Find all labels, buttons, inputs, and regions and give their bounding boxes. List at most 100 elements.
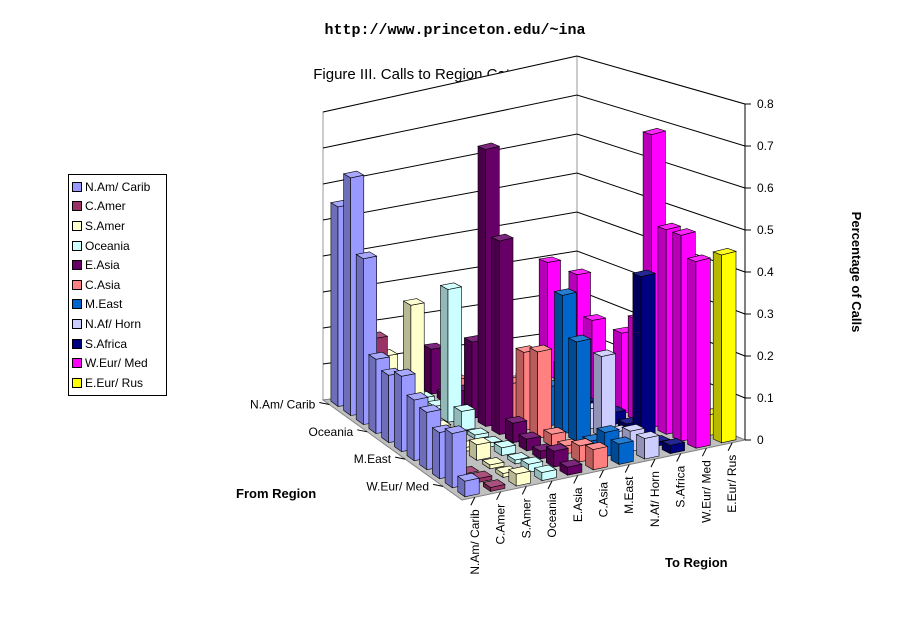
bar-side (330, 202, 339, 407)
legend-swatch (72, 279, 82, 290)
source-url: http://www.princeton.edu/~ina (324, 22, 586, 39)
bar-top (592, 349, 617, 357)
bar-top (582, 314, 607, 321)
x-tick (650, 458, 656, 468)
bar-top (567, 334, 592, 343)
legend: N.Am/ Carib C.Amer S.Amer Oceania E.Asia C.As… (68, 174, 167, 396)
bar (712, 247, 738, 444)
bar-side (355, 253, 364, 426)
bar (444, 425, 468, 489)
bar-side (712, 251, 722, 444)
y-tick-label: M.East (354, 452, 392, 466)
bar-top (610, 436, 635, 445)
x-tick-label: N.Am/ Carib (468, 509, 482, 575)
x-tick (599, 469, 604, 479)
legend-label: E.Eur/ Rus (85, 375, 144, 390)
legend-swatch (72, 338, 82, 349)
legend-label: S.Africa (85, 336, 128, 351)
y-tick (357, 429, 368, 433)
x-tick-label: Oceania (545, 493, 559, 538)
bar-side (406, 394, 415, 462)
bar-top (584, 441, 609, 450)
z-tick-label: 0.4 (757, 265, 774, 279)
bar-top (538, 256, 562, 263)
bar-top (529, 344, 553, 353)
bar-top (355, 251, 378, 260)
z-tick-label: 0.3 (757, 307, 774, 321)
y-axis-label: From Region (236, 486, 316, 501)
bar-side (657, 226, 667, 435)
z-axis-label-text: Percentage of Calls (849, 212, 864, 333)
x-tick-label: N.Af/ Horn (648, 471, 662, 527)
x-tick (624, 464, 630, 473)
bar-front (498, 237, 514, 435)
bar-side (593, 352, 602, 438)
bar-top (553, 288, 578, 296)
bar (466, 427, 490, 440)
x-tick (470, 497, 476, 506)
x-tick-label: C.Asia (597, 482, 611, 518)
bar-top (712, 247, 738, 256)
z-tick-label: 0 (757, 433, 764, 447)
bar-top (477, 142, 501, 150)
bar-top (545, 443, 570, 452)
bar-top (570, 438, 595, 447)
bar (482, 479, 506, 492)
bar-side (568, 337, 577, 442)
z-tick-label: 0.8 (757, 97, 774, 111)
bar (529, 344, 553, 439)
z-tick-label: 0.2 (757, 349, 774, 363)
bar-top (466, 427, 490, 436)
bar (635, 431, 660, 460)
legend-item: N.Af/ Horn (72, 314, 166, 334)
bar-front (721, 250, 737, 444)
legend-label: Oceania (85, 238, 130, 253)
bar-front (601, 353, 616, 438)
legend-swatch (72, 181, 82, 192)
bar-top (402, 298, 426, 306)
bar (592, 349, 617, 438)
legend-item: W.Eur/ Med (72, 353, 166, 373)
bar-top (482, 479, 506, 488)
x-tick-label: S.Africa (674, 465, 688, 507)
x-tick (573, 475, 579, 484)
bar-top (671, 228, 697, 236)
bar-top (468, 437, 492, 446)
bar-front (644, 435, 660, 460)
legend-swatch (72, 358, 82, 369)
bar-front (592, 446, 608, 471)
bar-top (444, 425, 468, 434)
bar-side (419, 407, 428, 471)
bar (542, 426, 567, 447)
bar (493, 440, 517, 457)
legend-label: M.East (85, 297, 123, 312)
gridline (322, 172, 746, 231)
bar-top (661, 438, 686, 446)
bar (490, 233, 514, 436)
bar-top (631, 269, 657, 278)
x-tick (676, 453, 682, 462)
legend-label: C.Asia (85, 277, 121, 292)
bar-front (537, 348, 552, 439)
bar-top (686, 254, 712, 262)
bar-side (477, 145, 487, 428)
bar (468, 437, 492, 461)
y-tick (319, 402, 330, 406)
bar-top (642, 127, 667, 136)
legend-swatch (72, 299, 82, 310)
bar (567, 334, 592, 442)
bar-side (432, 427, 440, 480)
bar-front (447, 286, 462, 423)
gridline (322, 94, 746, 149)
bar-top (518, 431, 542, 440)
bar-top (635, 431, 660, 439)
bar-top (393, 368, 416, 377)
x-tick (547, 480, 553, 490)
y-tick-label: N.Am/ Carib (250, 398, 316, 412)
legend-item: Oceania (72, 236, 166, 256)
bar-top (418, 404, 442, 413)
z-axis-label: Percentage of Calls (849, 212, 864, 333)
bar-side (423, 344, 432, 395)
legend-label: C.Amer (85, 199, 126, 214)
bar-side (632, 272, 642, 440)
